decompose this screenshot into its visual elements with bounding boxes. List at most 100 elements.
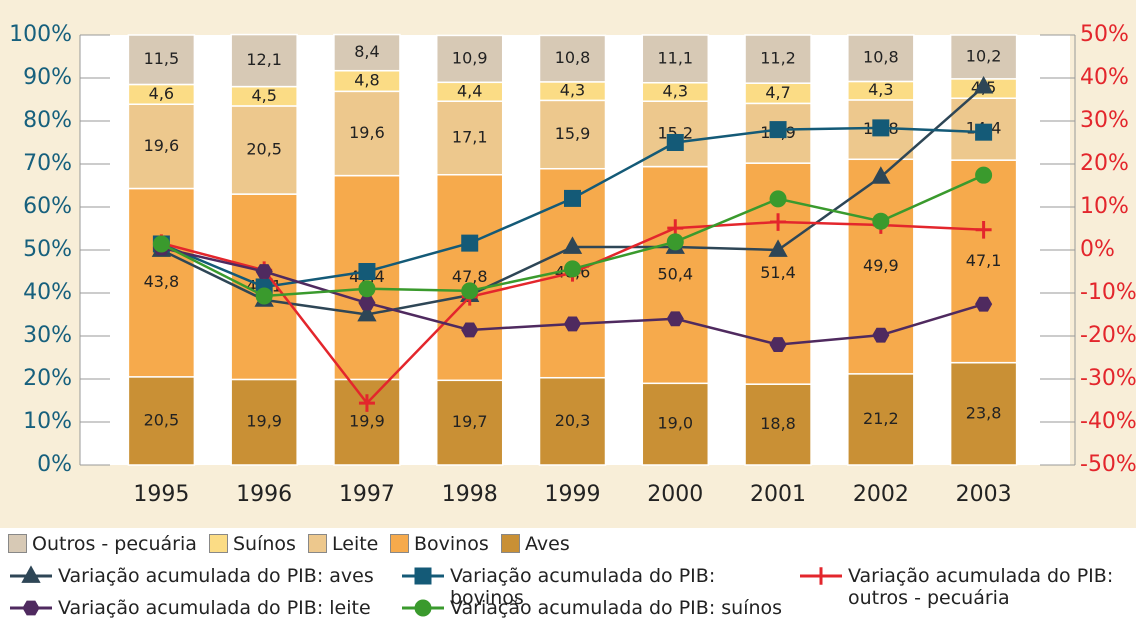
marker xyxy=(769,121,787,139)
legend-swatch xyxy=(209,534,228,553)
marker xyxy=(358,280,376,298)
legend-label: Leite xyxy=(332,533,379,555)
marker xyxy=(255,287,273,305)
legend-swatch xyxy=(390,534,409,553)
y2-tick-label: 30% xyxy=(1080,108,1129,133)
value-label: 18,8 xyxy=(760,414,796,433)
y-tick-label: 0% xyxy=(37,452,72,477)
marker xyxy=(358,295,376,311)
legend-swatch xyxy=(8,534,27,553)
marker xyxy=(357,303,377,322)
legend-label: Suínos xyxy=(233,533,296,555)
y2-tick-label: 0% xyxy=(1080,237,1115,262)
legend-item: Variação acumulada do PIB: outros - pecu… xyxy=(798,565,1118,609)
marker xyxy=(813,567,829,585)
marker xyxy=(461,322,479,338)
marker xyxy=(975,296,993,312)
legend-label: Variação acumulada do PIB: bovinos xyxy=(450,565,716,609)
value-label: 4,3 xyxy=(868,80,893,99)
marker xyxy=(770,213,787,231)
value-label: 19,6 xyxy=(349,123,385,142)
y2-tick-label: 40% xyxy=(1080,65,1129,90)
marker xyxy=(562,236,583,254)
legend-icon xyxy=(10,565,52,583)
bar-segment xyxy=(230,105,298,195)
legend: Outros - pecuária Suínos Leite Bovinos Aves V… xyxy=(0,528,1136,627)
marker xyxy=(152,235,170,253)
x-tick-label: 2001 xyxy=(750,482,806,507)
legend-item: Variação acumulada do PIB: suínos xyxy=(400,597,790,619)
legend-item: Variação acumulada do PIB: bovinos xyxy=(400,565,790,609)
legend-item: Bovinos xyxy=(390,533,501,555)
bar-segment xyxy=(538,34,607,83)
bar-segment xyxy=(435,174,504,382)
y2-tick-label: 10% xyxy=(1080,194,1129,219)
bar-segment xyxy=(949,34,1018,80)
y-tick-label: 60% xyxy=(23,194,72,219)
marker xyxy=(666,311,684,327)
value-label: 11,1 xyxy=(657,48,693,67)
bar-segment xyxy=(949,361,1018,466)
value-label: 10,9 xyxy=(452,48,488,67)
legend-item: Aves xyxy=(501,533,582,555)
bar-segment xyxy=(333,90,401,177)
marker xyxy=(564,260,581,278)
legend-item: Leite xyxy=(308,533,390,555)
y2-tick-label: -30% xyxy=(1080,366,1136,391)
y-tick-label: 30% xyxy=(23,323,72,348)
legend-label: Outros - pecuária xyxy=(32,533,197,555)
value-label: 17,1 xyxy=(452,127,488,146)
value-label: 50,4 xyxy=(657,264,693,283)
legend-item: Suínos xyxy=(209,533,308,555)
value-label: 11,5 xyxy=(144,49,180,68)
x-tick-label: 2003 xyxy=(956,482,1012,507)
value-label: 8,4 xyxy=(354,42,379,61)
bar-segment xyxy=(230,378,298,466)
y-tick-label: 50% xyxy=(23,237,72,262)
value-label: 47,1 xyxy=(966,251,1002,270)
y2-tick-label: -40% xyxy=(1080,409,1136,434)
marker xyxy=(461,282,479,300)
marker xyxy=(21,565,41,583)
y-tick-label: 10% xyxy=(23,409,72,434)
x-tick-label: 1998 xyxy=(442,482,498,507)
value-label: 10,8 xyxy=(555,48,591,67)
value-label: 20,3 xyxy=(555,411,591,430)
y2-tick-label: 50% xyxy=(1080,22,1129,47)
legend-swatch xyxy=(308,534,327,553)
chart: 0% 10% 20% 30% 40% 50% 60% 70% 80% 90% 100% -50% -40… xyxy=(0,0,1136,528)
legend-label: Variação acumulada do PIB: aves xyxy=(58,565,374,587)
bar-segment xyxy=(127,376,196,466)
marker xyxy=(666,134,684,151)
bar-segment xyxy=(435,100,504,176)
bar-segment xyxy=(127,103,196,190)
marker xyxy=(255,264,273,279)
legend-item: Variação acumulada do PIB: aves xyxy=(8,565,398,587)
x-tick-label: 1995 xyxy=(133,482,189,507)
legend-label: Variação acumulada do PIB: outros - pecu… xyxy=(848,565,1114,609)
y-tick-label: 80% xyxy=(23,108,72,133)
legend-swatch xyxy=(501,534,520,553)
legend-label: Bovinos xyxy=(414,533,489,555)
y-tick-label: 90% xyxy=(23,65,72,90)
y2-tick-label: -10% xyxy=(1080,280,1136,305)
value-label: 4,4 xyxy=(457,81,482,100)
value-label: 20,5 xyxy=(144,410,180,429)
value-label: 19,0 xyxy=(657,414,693,433)
marker xyxy=(563,316,582,332)
y2-tick-label: 20% xyxy=(1080,151,1129,176)
legend-label: Aves xyxy=(525,533,570,555)
value-label: 49,9 xyxy=(863,256,899,275)
legend-icon xyxy=(800,567,842,585)
bar-segment xyxy=(949,159,1018,364)
marker xyxy=(973,75,994,94)
legend-icon xyxy=(402,567,444,585)
value-label: 15,2 xyxy=(657,123,693,142)
value-label: 19,7 xyxy=(452,412,488,431)
x-tick-label: 2002 xyxy=(853,482,909,507)
legend-item: Outros - pecuária xyxy=(8,533,209,555)
bar-segment xyxy=(847,373,915,466)
marker xyxy=(769,337,787,353)
bar-segment xyxy=(744,383,812,466)
x-tick-label: 1997 xyxy=(339,482,395,507)
